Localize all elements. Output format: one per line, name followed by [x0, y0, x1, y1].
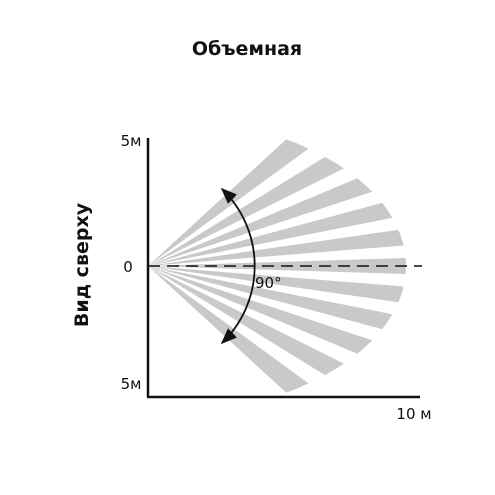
fan-wedge	[148, 178, 373, 266]
fan-wedge	[148, 266, 404, 303]
fan-wedge	[148, 266, 344, 376]
coverage-fan	[148, 139, 406, 393]
angle-label: 90°	[255, 274, 282, 292]
x-end-label: 10 м	[396, 405, 431, 423]
angle-arc	[220, 187, 256, 345]
y-zero-label: 0	[123, 258, 133, 276]
fan-wedge	[148, 266, 373, 354]
title: Объемная	[192, 38, 302, 60]
y-bottom-label: 5м	[121, 375, 142, 393]
fan-wedge	[148, 258, 406, 274]
fan-wedge	[148, 202, 393, 266]
y-top-label: 5м	[121, 132, 142, 150]
fan-wedge	[148, 266, 393, 330]
fan-wedge	[148, 156, 344, 266]
y-label: Вид сверху	[71, 202, 93, 327]
fan-wedge	[148, 229, 404, 266]
